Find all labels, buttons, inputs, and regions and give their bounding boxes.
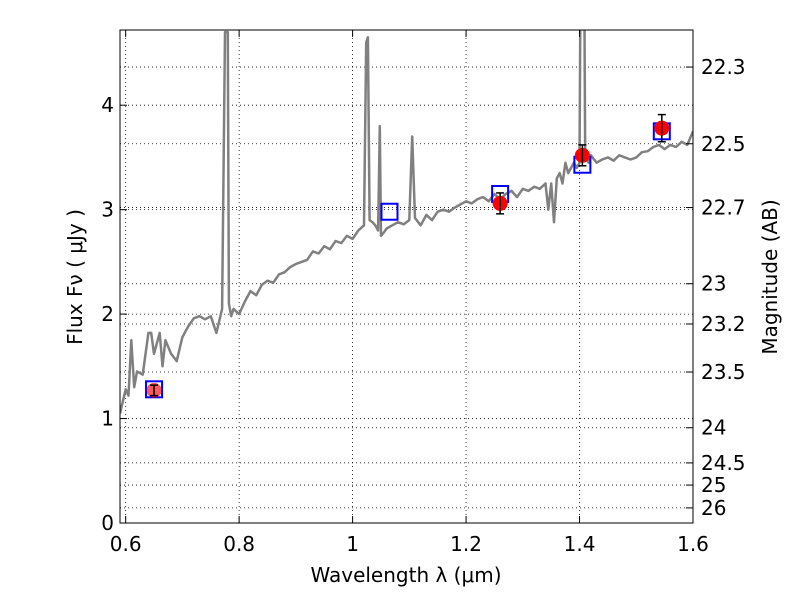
mag-tick-label: 25 (701, 473, 726, 497)
mag-tick-label: 26 (701, 496, 726, 520)
mag-tick-label: 23 (701, 272, 726, 296)
y-tick-label: 4 (101, 93, 114, 117)
x-tick-label: 1 (346, 532, 359, 556)
plot-background (120, 30, 693, 523)
y-tick-label: 1 (101, 407, 114, 431)
axis-ticks: 0.6 0.8 1 1.2 1.4 1.60123422.322.522.72323.22… (101, 30, 746, 556)
x-tick-label: 1.2 (450, 532, 482, 556)
mag-tick-label: 22.5 (701, 132, 746, 156)
spectrum-line (120, 30, 693, 414)
model-point (380, 202, 399, 221)
y-tick-label: 3 (101, 198, 114, 222)
y-tick-label: 2 (101, 302, 114, 326)
mag-tick-label: 24.5 (701, 451, 746, 475)
x-tick-label: 1.4 (564, 532, 596, 556)
mag-tick-label: 23.5 (701, 360, 746, 384)
photometry-points (145, 113, 671, 399)
x-tick-label: 1.6 (677, 532, 709, 556)
mag-tick-label: 22.3 (701, 55, 746, 79)
y-tick-label: 0 (101, 511, 114, 535)
mag-tick-label: 24 (701, 416, 726, 440)
right-axis-title: Magnitude (AB) (758, 199, 782, 354)
x-tick-label: 0.6 (110, 532, 142, 556)
y-axis-title: Flux Fν ( μJy ) (63, 209, 87, 345)
spectrum-series (120, 30, 693, 414)
mag-tick-label: 23.2 (701, 312, 746, 336)
mag-tick-label: 22.7 (701, 196, 746, 220)
plot-frame (119, 29, 694, 524)
x-axis-title: Wavelength λ (μm) (310, 563, 501, 587)
x-tick-label: 0.8 (223, 532, 255, 556)
